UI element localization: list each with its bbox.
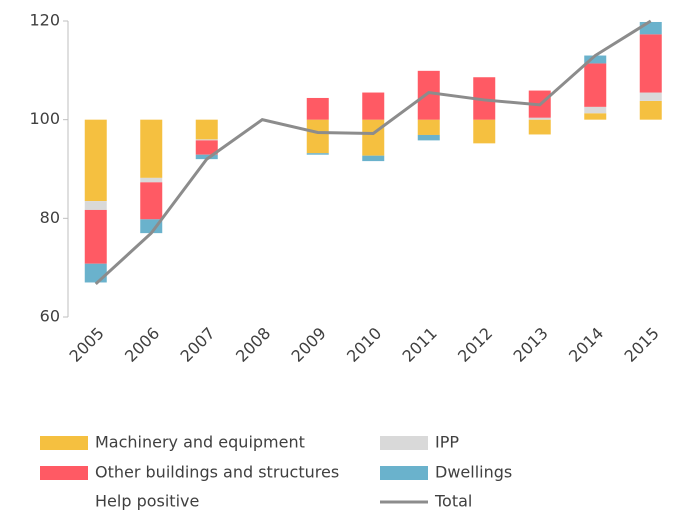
legend-swatch bbox=[380, 466, 428, 480]
x-tick-label: 2015 bbox=[621, 324, 663, 366]
bar-segment bbox=[639, 92, 662, 101]
bar-segment bbox=[195, 139, 218, 141]
x-tick-label: 2011 bbox=[399, 324, 441, 366]
bar-segment bbox=[195, 140, 218, 155]
y-tick-label: 120 bbox=[29, 11, 60, 30]
legend-label: Dwellings bbox=[435, 463, 512, 482]
bar-segment bbox=[362, 119, 385, 156]
total-line bbox=[94, 19, 652, 286]
bar-segment bbox=[362, 155, 385, 162]
x-tick-label: 2010 bbox=[343, 324, 385, 366]
legend-label: Help positive bbox=[95, 492, 199, 511]
bar-segment bbox=[306, 119, 329, 154]
bar-segment bbox=[140, 177, 163, 183]
bar-segment bbox=[528, 117, 551, 120]
legend-swatch bbox=[380, 436, 428, 450]
x-tick-label: 2005 bbox=[66, 324, 108, 366]
bar-segment bbox=[140, 119, 163, 178]
bar-segment bbox=[584, 63, 607, 107]
bar-segment bbox=[417, 70, 440, 120]
bar-segment bbox=[84, 209, 107, 264]
x-tick-label: 2009 bbox=[288, 324, 330, 366]
bar-segment bbox=[584, 113, 607, 120]
legend-swatch bbox=[40, 436, 88, 450]
x-tick-label: 2006 bbox=[121, 324, 163, 366]
bar-segment bbox=[584, 106, 607, 114]
legend-label: Machinery and equipment bbox=[95, 433, 305, 452]
bar-segment bbox=[417, 119, 440, 135]
bar-segment bbox=[140, 219, 163, 234]
legend-label: IPP bbox=[435, 433, 459, 452]
bar-segment bbox=[306, 153, 329, 155]
legend-label: Other buildings and structures bbox=[95, 463, 339, 482]
y-tick-label: 60 bbox=[40, 307, 60, 326]
x-tick-label: 2013 bbox=[510, 324, 552, 366]
legend-swatch bbox=[40, 466, 88, 480]
bar-segment bbox=[140, 182, 163, 220]
bar-segment bbox=[306, 97, 329, 120]
bar-segment bbox=[639, 100, 662, 120]
bar-segment bbox=[362, 92, 385, 120]
legend-label: Total bbox=[434, 492, 472, 511]
x-tick-label: 2012 bbox=[454, 324, 496, 366]
bar-segment bbox=[417, 134, 440, 141]
bar-segment bbox=[84, 201, 107, 210]
bar-segment bbox=[195, 119, 218, 140]
bar-segment bbox=[584, 55, 607, 64]
bar-segment bbox=[639, 21, 662, 35]
bar-segment bbox=[528, 119, 551, 135]
bar-segment bbox=[639, 34, 662, 93]
x-tick-label: 2014 bbox=[565, 324, 607, 366]
x-tick-label: 2008 bbox=[232, 324, 274, 366]
bar-segment bbox=[195, 154, 218, 160]
bar-segment bbox=[84, 119, 107, 202]
x-tick-label: 2007 bbox=[177, 324, 219, 366]
y-tick-label: 80 bbox=[40, 208, 60, 227]
y-tick-label: 100 bbox=[29, 109, 60, 128]
bar-segment bbox=[84, 263, 107, 283]
bar-segment bbox=[473, 119, 496, 144]
